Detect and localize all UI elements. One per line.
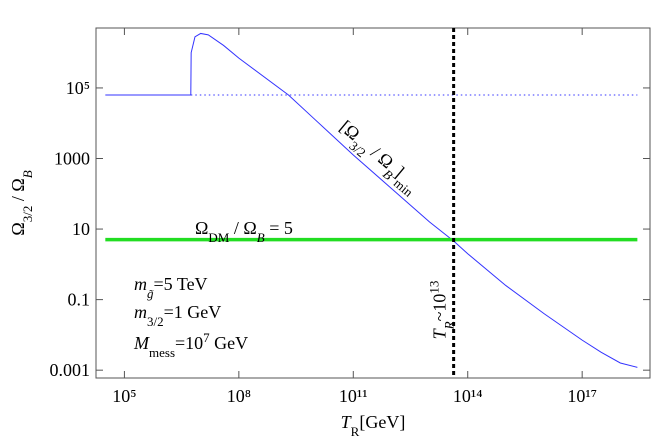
text-segment: Ω [8,222,28,235]
y-tick-label: 1000 [54,148,90,168]
text-segment: 7 [203,330,210,345]
x-tick-label: 10¹¹ [339,386,368,406]
text-segment: m [134,302,147,322]
text-segment: B [257,230,265,245]
text-segment: =10 [175,333,203,353]
param-label: mg̃=5 TeV [134,274,208,301]
line-series [105,32,638,368]
text-segment: B [20,170,35,178]
text-segment: = 5 [265,218,293,238]
text-segment: m [134,274,147,294]
x-tick-label: 10¹⁷ [567,386,597,406]
tr-label: TR~1013 [426,281,456,340]
text-segment: / Ω [8,178,28,205]
text-segment: T [430,327,450,339]
x-tick-label: 10¹⁴ [453,386,483,406]
y-axis-label: Ω3/2 / ΩB [8,170,35,235]
plot-frame [95,27,651,379]
text-segment: =5 TeV [154,274,208,294]
text-segment: [GeV] [359,412,405,432]
y-tick-label: 0.001 [50,360,91,380]
text-segment: 3/2 [147,314,164,329]
x-tick-label: 10⁸ [227,386,251,406]
text-segment: mess [149,345,175,360]
curve-label: [Ω3/2 / ΩB]min [332,116,424,199]
text-segment: GeV [210,333,249,353]
text-segment: =1 GeV [164,302,222,322]
text-segment: 13 [426,281,441,294]
text-segment: Ω [195,218,208,238]
text-segment: R [441,321,456,330]
text-segment: ~10 [430,294,450,322]
y-tick-label: 10⁵ [66,78,90,98]
text-segment: R [351,424,360,436]
param-label: Mmess=107 GeV [133,330,248,360]
text-segment: T [341,412,353,432]
text-segment: DM [208,230,229,245]
text-segment: M [133,333,150,353]
x-axis-label: TR[GeV] [341,412,406,436]
y-tick-label: 0.1 [68,290,91,310]
dm-label: ΩDM / ΩB = 5 [195,218,293,245]
text-segment: / Ω [229,218,256,238]
text-segment: g̃ [147,286,154,301]
param-label: m3/2=1 GeV [134,302,221,329]
x-tick-label: 10⁵ [112,386,136,406]
y-tick-label: 10 [72,219,90,239]
text-segment: 3/2 [20,206,35,223]
